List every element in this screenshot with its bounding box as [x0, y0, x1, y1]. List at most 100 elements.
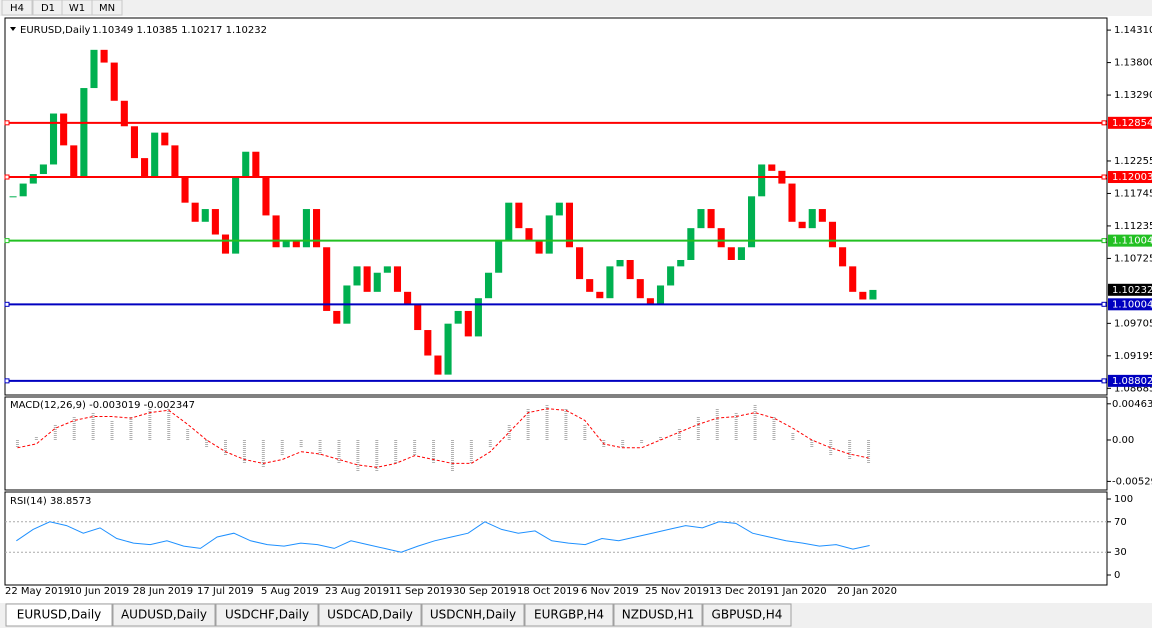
y-tick-label: 30 [1114, 547, 1127, 558]
timeframe-button[interactable] [91, 0, 123, 16]
symbol-tab[interactable] [5, 603, 113, 627]
symbol-tab[interactable] [613, 603, 703, 627]
candle [869, 289, 877, 300]
candle [454, 310, 462, 324]
candle [626, 259, 634, 280]
candle [39, 164, 47, 175]
y-tick-label: 1.08685 [1114, 383, 1152, 394]
y-tick-label: -0.005299 [1112, 476, 1152, 487]
level-label: 1.12003 [1112, 172, 1152, 183]
timeframe-label[interactable]: MN [99, 3, 115, 14]
y-tick-label: 0.00 [1112, 435, 1134, 446]
symbol-tab-label[interactable]: USDCNH,Daily [430, 608, 516, 622]
timeframe-label[interactable]: H4 [10, 3, 24, 14]
candle [788, 183, 796, 222]
candle [232, 177, 240, 254]
symbol-tab-label[interactable]: GBPUSD,H4 [712, 608, 783, 622]
symbol-tab-label[interactable]: AUDUSD,Daily [121, 608, 207, 622]
candle [424, 330, 432, 356]
candle [404, 291, 412, 305]
x-tick-label: 6 Nov 2019 [581, 586, 639, 597]
candle [737, 247, 745, 260]
level-handle [4, 238, 10, 244]
timeframe-button[interactable] [1, 0, 33, 16]
timeframe-label[interactable]: D1 [41, 3, 55, 14]
candle [484, 272, 493, 299]
symbol-tab[interactable] [702, 603, 792, 627]
candle [151, 132, 159, 178]
macd-signal [17, 408, 869, 468]
candle [393, 266, 402, 292]
x-tick-label: 25 Nov 2019 [645, 586, 709, 597]
level-handle [1101, 120, 1107, 126]
candle [70, 145, 78, 178]
candle [474, 298, 482, 337]
y-tick-label: 1.10725 [1114, 253, 1152, 264]
candle [49, 113, 58, 165]
symbol-tab-label[interactable]: EURGBP,H4 [534, 608, 604, 622]
x-tick-label: 22 May 2019 [5, 586, 70, 597]
candle [323, 247, 331, 311]
candle [444, 323, 452, 375]
candle [606, 266, 614, 299]
level-label-bg [1108, 234, 1152, 247]
y-tick-label: 1.13800 [1114, 58, 1152, 69]
candle [130, 126, 138, 159]
candle [636, 279, 644, 299]
symbol-tab-label[interactable]: USDCAD,Daily [327, 608, 413, 622]
candle [839, 247, 847, 267]
timeframe-label[interactable]: W1 [69, 3, 85, 14]
candle [29, 174, 37, 184]
candle [363, 266, 371, 292]
candle [717, 228, 725, 248]
candle [373, 272, 381, 292]
candle [586, 279, 594, 292]
candle [859, 291, 867, 300]
symbol-tab-label[interactable]: NZDUSD,H1 [622, 608, 695, 622]
symbol-tab[interactable] [524, 603, 614, 627]
level-label-bg [1108, 116, 1152, 129]
symbol-tab[interactable] [112, 603, 216, 627]
symbol-tab[interactable] [318, 603, 422, 627]
rsi-label: RSI(14) 38.8573 [10, 496, 91, 507]
level-handle [4, 378, 10, 384]
candle [656, 285, 665, 305]
level-handle [4, 301, 10, 307]
candle [758, 164, 766, 197]
y-tick-label: 1.09195 [1114, 351, 1152, 362]
symbol-tab-label[interactable]: EURUSD,Daily [17, 608, 102, 622]
y-tick-label: 1.11745 [1114, 188, 1152, 199]
level-handle [4, 174, 10, 180]
candle [313, 209, 321, 248]
ohlc-label: 1.10349 1.10385 1.10217 1.10232 [92, 25, 267, 36]
candle [100, 49, 108, 63]
candle [141, 158, 149, 178]
level-label-bg [1108, 171, 1152, 184]
candle [60, 113, 68, 146]
symbol-tab-label[interactable]: USDCHF,Daily [225, 608, 309, 622]
x-tick-label: 23 Aug 2019 [325, 586, 389, 597]
level-label: 1.08802 [1112, 376, 1152, 387]
level-label: 1.10004 [1112, 299, 1152, 310]
candle [525, 228, 533, 241]
candle [171, 145, 179, 178]
candle [808, 209, 816, 229]
candle [798, 221, 806, 229]
candle [596, 291, 604, 299]
x-tick-label: 17 Jul 2019 [197, 586, 254, 597]
symbol-tab[interactable] [421, 603, 525, 627]
candle [262, 177, 270, 216]
candle [697, 209, 705, 229]
y-tick-label: 1.09705 [1114, 318, 1152, 329]
x-tick-label: 10 Jun 2019 [69, 586, 129, 597]
candle [191, 202, 199, 222]
candle [181, 177, 189, 203]
x-tick-label: 5 Aug 2019 [261, 586, 319, 597]
level-label: 1.11004 [1112, 236, 1152, 247]
candle [576, 247, 584, 280]
candle [535, 240, 543, 254]
symbol-tab[interactable] [215, 603, 319, 627]
y-tick-label: 0 [1114, 570, 1120, 581]
candle [80, 88, 88, 178]
candle [90, 49, 98, 89]
